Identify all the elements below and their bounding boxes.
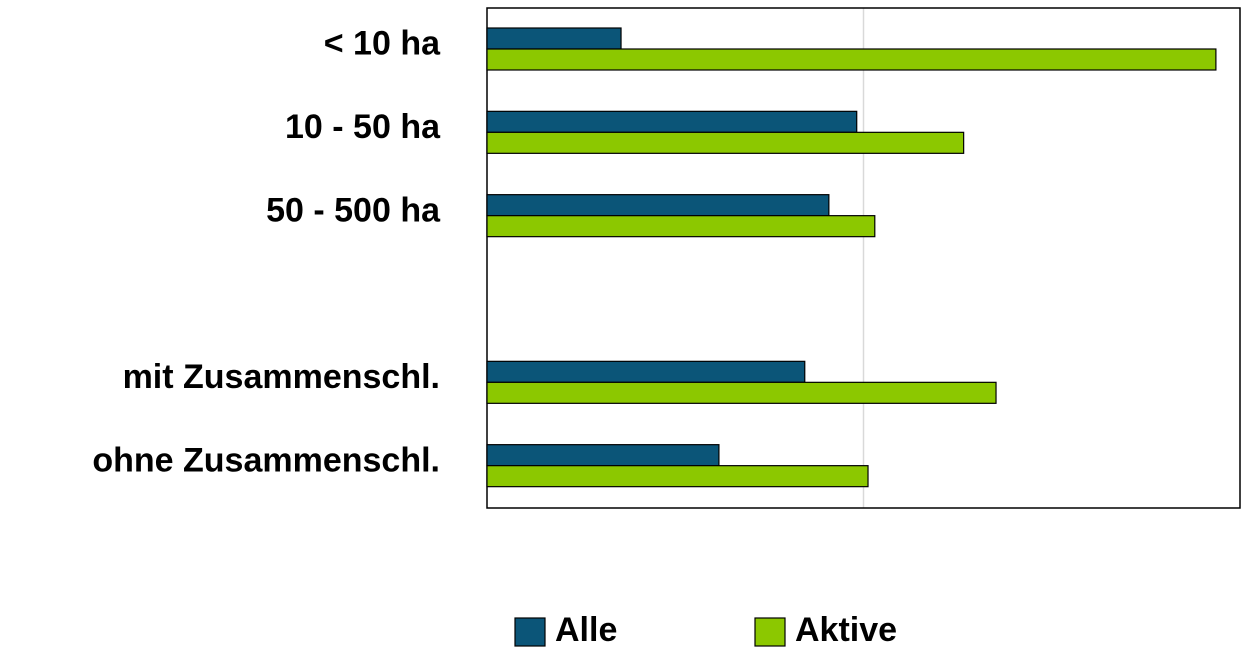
- legend-swatch: [754, 617, 786, 647]
- legend-label: Alle: [555, 611, 617, 649]
- legend-label: Aktive: [795, 611, 897, 649]
- bar: [486, 215, 876, 238]
- bar: [486, 194, 830, 217]
- category-label: mit Zusammenschl.: [123, 358, 440, 396]
- legend-swatch: [514, 617, 546, 647]
- bar: [486, 110, 858, 133]
- category-label: 10 - 50 ha: [285, 108, 441, 146]
- bar: [486, 131, 965, 154]
- bar: [486, 27, 622, 50]
- category-label: ohne Zusammenschl.: [92, 441, 440, 479]
- category-label: 50 - 500 ha: [266, 191, 441, 229]
- plot-frame: [486, 7, 1241, 509]
- category-label: < 10 ha: [324, 25, 441, 63]
- bar: [486, 360, 806, 383]
- bar: [486, 381, 997, 404]
- bar: [486, 465, 869, 488]
- bar: [486, 48, 1217, 71]
- bar: [486, 444, 720, 467]
